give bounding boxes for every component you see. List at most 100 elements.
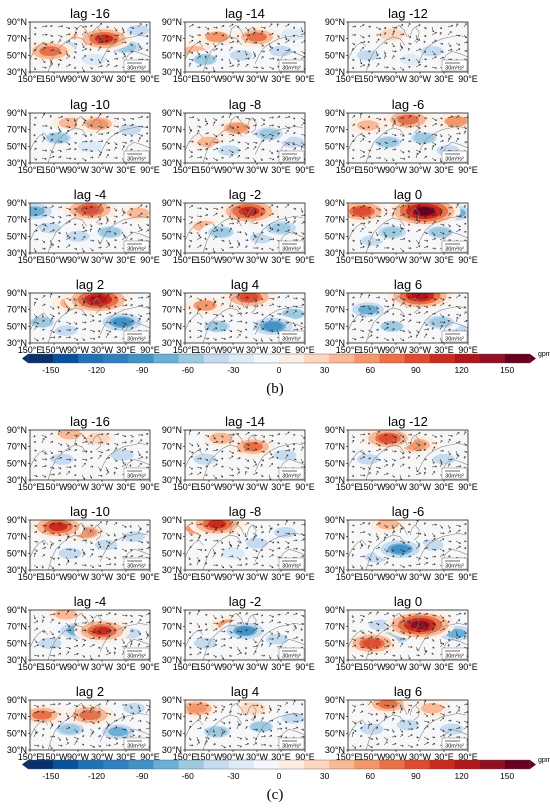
flux-arrow (260, 621, 264, 624)
flux-arrow (375, 652, 378, 656)
flux-arrow (129, 555, 133, 558)
flux-arrow (188, 39, 194, 44)
flux-arrow (447, 630, 451, 633)
flux-arrow (431, 26, 435, 33)
anomaly-contour (39, 222, 61, 234)
flux-arrow (463, 222, 467, 225)
flux-arrow (105, 652, 112, 656)
flux-arrow (81, 440, 88, 444)
lat-tick-label: 50°N (162, 141, 182, 151)
flux-arrow (89, 732, 94, 738)
lon-tick-label: 90°W (385, 345, 408, 355)
lat-tick-label: 90°N (325, 515, 345, 525)
anomaly-center (361, 430, 415, 450)
flux-arrow (399, 204, 405, 209)
flux-arrow (407, 296, 411, 299)
flux-arrow (252, 207, 256, 213)
flux-arrow (375, 637, 380, 641)
flux-arrow (367, 472, 371, 476)
flux-arrow (407, 530, 410, 534)
flux-arrow (220, 149, 224, 152)
coast-line (348, 539, 367, 558)
flux-arrow (41, 619, 44, 624)
flux-arrow (65, 117, 69, 122)
flux-arrow (236, 63, 240, 68)
flux-arrow (188, 140, 194, 143)
flux-arrow (276, 613, 281, 616)
flux-arrow (423, 442, 426, 445)
flux-arrow (73, 736, 79, 740)
anomaly-center (76, 114, 120, 134)
flux-arrow (65, 207, 72, 211)
anomaly-contour (194, 300, 216, 311)
flux-arrow (276, 319, 281, 323)
flux-arrow (89, 116, 93, 119)
lon-tick-label: 150°E (173, 255, 198, 265)
flux-arrow (73, 141, 77, 144)
flux-arrow (196, 636, 203, 640)
reference-vector-label: 30m²/s² (282, 157, 301, 163)
reference-vector-label: 30m²/s² (445, 337, 464, 343)
reference-vector-box (123, 557, 150, 570)
flux-arrow (244, 141, 250, 145)
wave-activity-flux (351, 430, 468, 480)
coast-line (392, 115, 408, 129)
flux-arrow (367, 334, 373, 339)
flux-arrow (431, 523, 438, 526)
flux-arrow (284, 540, 290, 544)
flux-arrow (268, 23, 273, 28)
flux-arrow (236, 155, 241, 159)
flux-arrow (455, 316, 459, 323)
flux-arrow (121, 50, 125, 56)
flux-arrow (137, 548, 144, 551)
flux-arrow (220, 654, 224, 660)
flux-arrow (81, 553, 86, 558)
lat-tick-label: 90°N (162, 17, 182, 27)
flux-arrow (33, 540, 39, 543)
flux-arrow (65, 129, 70, 135)
flux-arrow (33, 644, 40, 648)
flux-arrow (284, 311, 289, 315)
flux-arrow (407, 704, 413, 707)
lon-tick-label: 30°W (409, 74, 432, 84)
flux-arrow (383, 472, 389, 476)
flux-arrow (399, 434, 405, 438)
flux-arrow (375, 532, 379, 538)
anomaly-contour (421, 703, 443, 714)
reference-vector-label: 30m²/s² (127, 474, 146, 480)
flux-arrow (212, 564, 219, 567)
lon-tick-label: 150°E (173, 752, 198, 762)
flux-arrow (367, 319, 373, 323)
flux-arrow (367, 149, 372, 152)
lat-tick-label: 90°N (7, 108, 27, 118)
flux-arrow (41, 645, 45, 648)
coast-line (30, 719, 49, 738)
lon-tick-label: 30°W (246, 74, 269, 84)
lon-tick-label: 150°E (336, 345, 361, 355)
flux-arrow (145, 546, 150, 550)
flux-arrow (57, 450, 63, 453)
flux-arrow (252, 442, 258, 445)
flux-arrow (188, 703, 192, 706)
flux-arrow (228, 654, 232, 657)
flux-arrow (89, 337, 96, 340)
lat-tick-label: 30°N (325, 745, 345, 755)
flux-arrow (300, 458, 304, 464)
flux-arrow (105, 646, 109, 653)
flux-arrow (65, 471, 71, 476)
flux-arrow (204, 66, 208, 70)
flux-arrow (359, 720, 362, 725)
lon-tick-label: 90°E (295, 255, 315, 265)
flux-arrow (431, 727, 435, 731)
flux-arrow (33, 710, 40, 714)
flux-arrow (49, 654, 56, 657)
flux-arrow (268, 734, 273, 738)
flux-arrow (228, 23, 234, 28)
flux-arrow (129, 313, 133, 317)
flux-arrow (300, 728, 305, 731)
flux-arrow (375, 336, 379, 339)
flux-arrow (204, 231, 208, 234)
flux-arrow (431, 627, 434, 632)
flux-arrow (375, 646, 379, 649)
